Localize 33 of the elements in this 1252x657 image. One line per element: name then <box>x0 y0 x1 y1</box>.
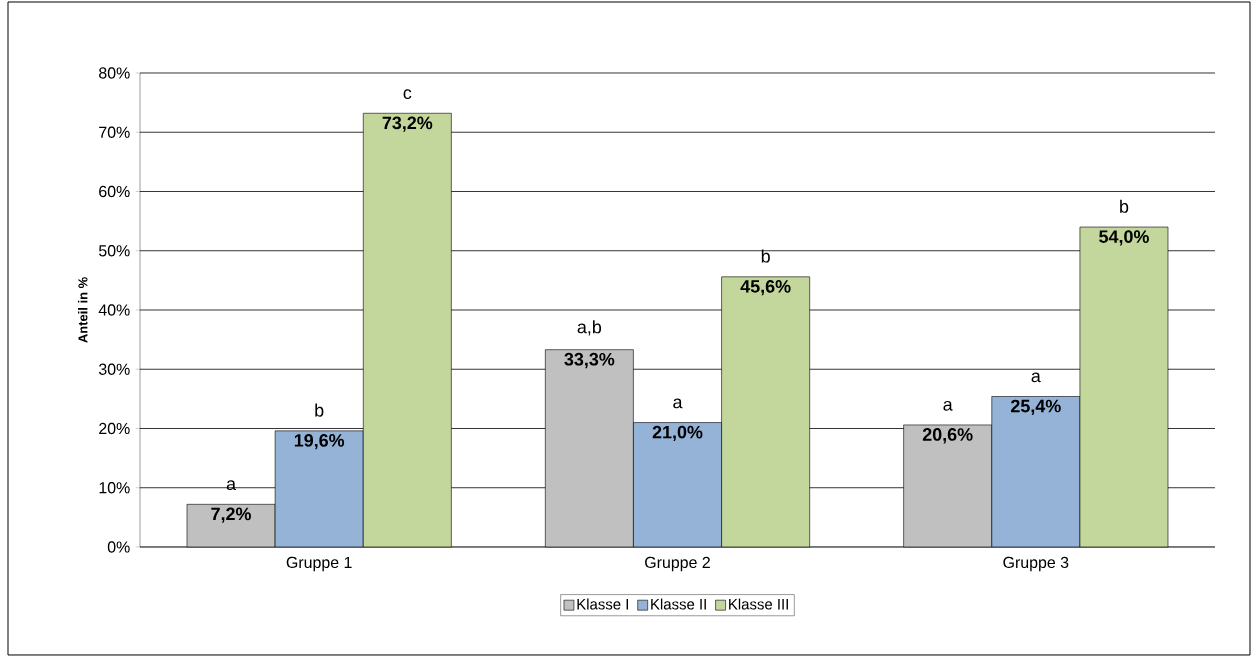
legend-label: Klasse III <box>729 598 788 610</box>
y-tick-label: 20% <box>99 422 130 435</box>
data-label: 19,6% <box>294 434 345 450</box>
data-label: 25,4% <box>1011 399 1061 415</box>
data-label: 20,6% <box>922 428 973 444</box>
annotation: a <box>943 400 953 411</box>
annotation: a <box>673 398 683 409</box>
data-label: 54,0% <box>1099 230 1149 246</box>
annotation: a <box>1031 372 1041 383</box>
annotation: b <box>1120 199 1129 213</box>
y-tick-label: 60% <box>99 185 130 198</box>
y-tick-label: 30% <box>98 363 130 375</box>
legend-label: Klasse II <box>651 598 706 610</box>
data-label: 7,2% <box>211 507 251 523</box>
annotation: a,b <box>577 320 602 336</box>
data-label: 45,6% <box>740 280 791 296</box>
y-tick-label: 0% <box>107 541 130 553</box>
legend-label: Klasse I <box>577 598 628 610</box>
annotation: c <box>403 89 412 100</box>
x-tick-label: Gruppe 1 <box>286 556 352 572</box>
data-label: 33,3% <box>564 352 615 369</box>
x-tick-label: Gruppe 2 <box>645 556 710 572</box>
annotation: b <box>761 249 770 263</box>
annotation: b <box>315 403 324 417</box>
y-tick-label: 70% <box>99 126 130 138</box>
y-tick-label: 50% <box>98 245 130 257</box>
y-axis-title: Anteil in % <box>78 277 88 343</box>
x-tick-label: Gruppe 3 <box>1003 556 1069 572</box>
data-label: 21,0% <box>652 425 703 442</box>
y-tick-label: 40% <box>98 304 130 316</box>
y-tick-label: 10% <box>99 482 130 494</box>
data-label: 73,2% <box>382 116 433 132</box>
y-tick-label: 80% <box>99 67 130 79</box>
